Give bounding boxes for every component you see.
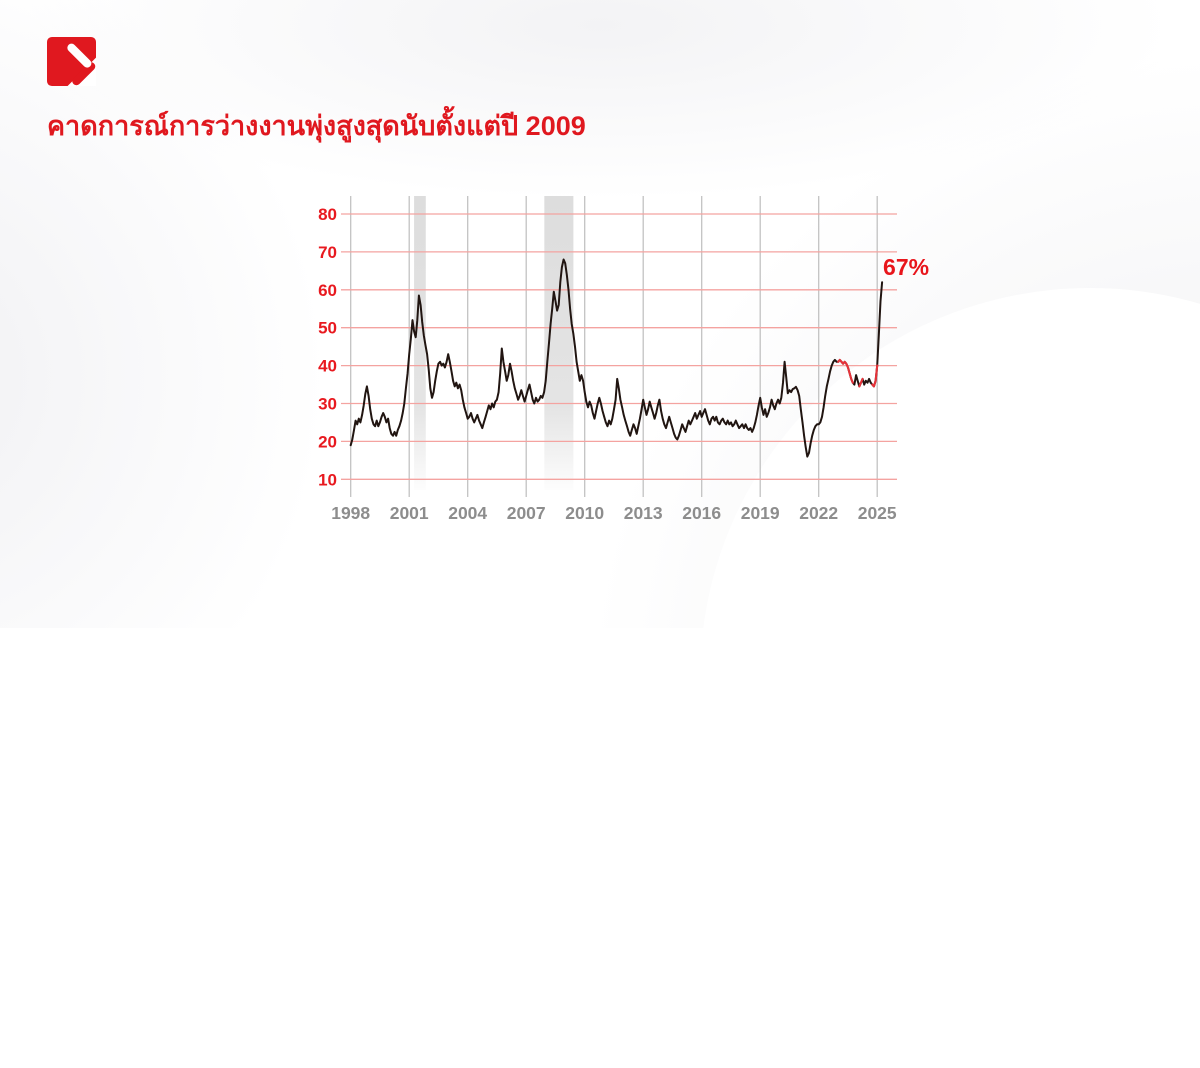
y-tick-label: 80: [318, 205, 337, 224]
x-tick-label: 2019: [741, 503, 780, 523]
unemployment-chart: 1998 2001 2004 2007 2010 2013 2016 2019 2022 2025…: [300, 178, 980, 542]
y-tick-label: 70: [318, 243, 337, 262]
recession-band: [414, 196, 426, 490]
x-tick-label: 1998: [331, 503, 370, 523]
highlight-segment: [858, 377, 864, 388]
x-tick-label: 2025: [858, 503, 897, 523]
x-tick-label: 2013: [624, 503, 663, 523]
highlight-segment: [837, 358, 854, 384]
highlight-segment: [871, 364, 879, 388]
brand-logo-icon: [47, 37, 96, 86]
y-tick-label: 20: [318, 432, 337, 451]
y-tick-label: 10: [318, 470, 337, 489]
x-tick-label: 2016: [682, 503, 721, 523]
chart-svg: 1998 2001 2004 2007 2010 2013 2016 2019 2022 2025…: [318, 196, 929, 523]
x-tick-label: 2022: [799, 503, 838, 523]
y-tick-label: 60: [318, 281, 337, 300]
x-tick-label: 2010: [565, 503, 604, 523]
peak-annotation: 67%: [883, 254, 929, 280]
page-title: คาดการณ์การว่างงานพุ่งสูงสุดนับตั้งแต่ปี…: [47, 111, 586, 141]
data-line: [349, 258, 884, 458]
y-tick-label: 50: [318, 319, 337, 338]
x-tick-label: 2004: [448, 503, 487, 523]
x-tick-label: 2007: [507, 503, 546, 523]
x-tick-label: 2001: [390, 503, 429, 523]
y-tick-label: 30: [318, 395, 337, 414]
y-tick-label: 40: [318, 357, 337, 376]
